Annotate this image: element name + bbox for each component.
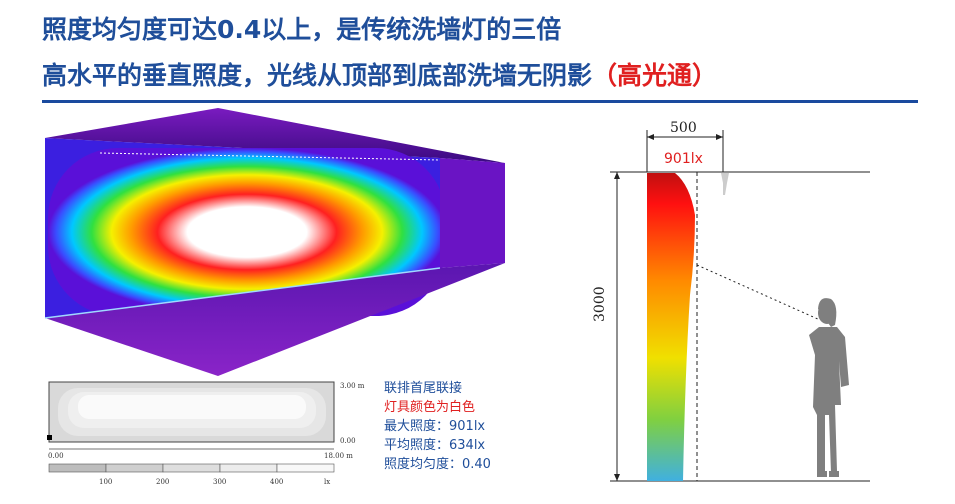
title-divider (42, 100, 918, 103)
section-diagram (610, 130, 870, 482)
max-illuminance-label: 901lx (664, 151, 703, 167)
scale-seg-1 (48, 463, 107, 473)
height-label: 3000 (592, 286, 608, 322)
isoline-top-label: 3.00 m (340, 382, 365, 390)
arrow-left (647, 134, 654, 140)
floor-surface (45, 263, 505, 376)
isoline-bottom-label: 0.00 (340, 437, 356, 445)
person-silhouette (809, 298, 849, 477)
title-line-2-main: 高水平的垂直照度，光线从顶部到底部洗墙无阴影 (42, 61, 593, 90)
title-highlight: （高光通） (592, 61, 718, 90)
legend-line-1: 联排首尾联接 (384, 381, 463, 396)
scale-tick-200: 200 (156, 478, 170, 486)
isoline-zone-3 (78, 395, 306, 419)
scale-left-label: 0.00 (48, 452, 64, 460)
heatmap-area (48, 148, 446, 316)
arrow-up (614, 172, 620, 179)
fixture-line (99, 152, 441, 161)
isoline-plot (47, 381, 335, 473)
title-line-2: 高水平的垂直照度，光线从顶部到底部洗墙无阴影（高光通） (42, 60, 717, 92)
arrow-right (716, 134, 723, 140)
legend-avg-illuminance: 平均照度：634lx (384, 438, 486, 453)
scale-tick-400: 400 (270, 478, 284, 486)
scale-tick-300: 300 (213, 478, 227, 486)
scale-tick-lx: lx (324, 478, 331, 486)
illuminance-profile (647, 173, 695, 481)
side-wall (440, 158, 505, 268)
scale-seg-4 (219, 463, 278, 473)
floor-edge-line (44, 267, 441, 319)
ceiling-surface (45, 108, 505, 163)
title-line-1: 照度均匀度可达0.4以上，是传统洗墙灯的三倍 (42, 15, 562, 44)
scale-right-label: 18.00 m (324, 452, 353, 460)
scale-seg-2 (105, 463, 164, 473)
scale-seg-5 (276, 463, 335, 473)
width-label: 500 (670, 120, 697, 136)
luminaire (721, 173, 729, 195)
legend-uniformity: 照度均匀度：0.40 (384, 457, 491, 472)
origin-marker (47, 435, 52, 440)
legend-line-2: 灯具颜色为白色 (384, 400, 476, 415)
wall-illuminance-render (44, 108, 505, 376)
arrow-down (614, 474, 620, 481)
scale-seg-3 (162, 463, 221, 473)
sight-line (696, 264, 821, 321)
legend-max-illuminance: 最大照度：901lx (384, 419, 486, 434)
scale-tick-100: 100 (99, 478, 113, 486)
